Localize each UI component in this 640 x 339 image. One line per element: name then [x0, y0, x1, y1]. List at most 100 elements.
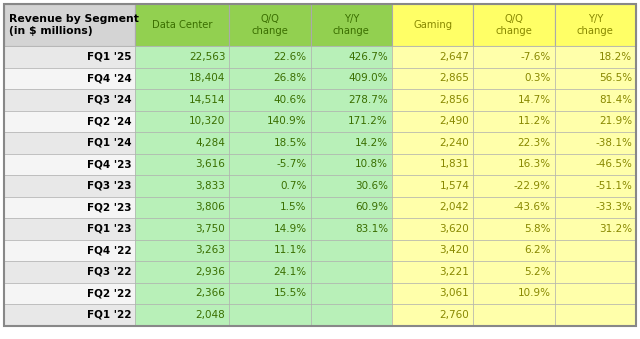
Bar: [392, 197, 474, 218]
Text: -46.5%: -46.5%: [595, 159, 632, 169]
Bar: [474, 175, 555, 197]
Text: 56.5%: 56.5%: [599, 73, 632, 83]
Bar: [310, 261, 392, 282]
Bar: [474, 4, 555, 46]
Bar: [229, 4, 310, 46]
Text: 3,263: 3,263: [195, 245, 225, 255]
Text: 2,366: 2,366: [195, 288, 225, 298]
Text: 5.8%: 5.8%: [524, 224, 550, 234]
Text: FQ1 '23: FQ1 '23: [87, 224, 131, 234]
Bar: [136, 132, 229, 154]
Text: 14.7%: 14.7%: [518, 95, 550, 105]
Text: 2,240: 2,240: [440, 138, 469, 148]
Bar: [474, 154, 555, 175]
Bar: [136, 197, 229, 218]
Text: 16.3%: 16.3%: [518, 159, 550, 169]
Text: FQ3 '22: FQ3 '22: [87, 267, 131, 277]
Bar: [229, 67, 310, 89]
Text: 5.2%: 5.2%: [524, 267, 550, 277]
Bar: [4, 111, 136, 132]
Bar: [310, 67, 392, 89]
Text: 81.4%: 81.4%: [599, 95, 632, 105]
Bar: [392, 67, 474, 89]
Text: 409.0%: 409.0%: [348, 73, 388, 83]
Text: Q/Q
change: Q/Q change: [252, 14, 289, 36]
Bar: [555, 132, 636, 154]
Text: -5.7%: -5.7%: [276, 159, 307, 169]
Bar: [136, 218, 229, 239]
Bar: [4, 175, 136, 197]
Text: 3,221: 3,221: [440, 267, 469, 277]
Text: 3,616: 3,616: [195, 159, 225, 169]
Bar: [4, 218, 136, 239]
Bar: [229, 261, 310, 282]
Text: 2,856: 2,856: [440, 95, 469, 105]
Bar: [136, 304, 229, 325]
Bar: [4, 4, 136, 46]
Bar: [229, 46, 310, 67]
Bar: [474, 218, 555, 239]
Bar: [392, 46, 474, 67]
Text: 40.6%: 40.6%: [274, 95, 307, 105]
Text: 2,936: 2,936: [195, 267, 225, 277]
Text: 22.3%: 22.3%: [518, 138, 550, 148]
Text: -22.9%: -22.9%: [514, 181, 550, 191]
Bar: [310, 46, 392, 67]
Bar: [310, 304, 392, 325]
Bar: [136, 89, 229, 111]
Bar: [310, 132, 392, 154]
Text: 14.2%: 14.2%: [355, 138, 388, 148]
Text: 3,061: 3,061: [440, 288, 469, 298]
Text: 30.6%: 30.6%: [355, 181, 388, 191]
Bar: [4, 154, 136, 175]
Bar: [392, 154, 474, 175]
Bar: [474, 67, 555, 89]
Bar: [310, 282, 392, 304]
Text: -7.6%: -7.6%: [520, 52, 550, 62]
Text: 18.2%: 18.2%: [599, 52, 632, 62]
Text: Revenue by Segment
(in $ millions): Revenue by Segment (in $ millions): [9, 14, 139, 36]
Text: -33.3%: -33.3%: [595, 202, 632, 212]
Bar: [474, 304, 555, 325]
Bar: [555, 46, 636, 67]
Text: Data Center: Data Center: [152, 20, 212, 30]
Bar: [392, 175, 474, 197]
Bar: [229, 111, 310, 132]
Bar: [136, 67, 229, 89]
Bar: [555, 154, 636, 175]
Bar: [136, 154, 229, 175]
Text: 278.7%: 278.7%: [348, 95, 388, 105]
Bar: [4, 46, 136, 67]
Bar: [229, 282, 310, 304]
Text: 3,806: 3,806: [195, 202, 225, 212]
Bar: [310, 154, 392, 175]
Bar: [4, 239, 136, 261]
Bar: [229, 89, 310, 111]
Bar: [474, 132, 555, 154]
Text: -43.6%: -43.6%: [514, 202, 550, 212]
Text: 31.2%: 31.2%: [599, 224, 632, 234]
Bar: [392, 89, 474, 111]
Bar: [136, 261, 229, 282]
Bar: [229, 175, 310, 197]
Text: 2,865: 2,865: [440, 73, 469, 83]
Bar: [136, 239, 229, 261]
Bar: [474, 111, 555, 132]
Bar: [392, 4, 474, 46]
Text: 0.7%: 0.7%: [280, 181, 307, 191]
Text: 22.6%: 22.6%: [273, 52, 307, 62]
Text: FQ1 '24: FQ1 '24: [87, 138, 131, 148]
Text: 14.9%: 14.9%: [273, 224, 307, 234]
Text: 1,831: 1,831: [440, 159, 469, 169]
Bar: [4, 67, 136, 89]
Bar: [474, 239, 555, 261]
Bar: [474, 46, 555, 67]
Text: 11.2%: 11.2%: [518, 116, 550, 126]
Bar: [136, 175, 229, 197]
Text: 426.7%: 426.7%: [348, 52, 388, 62]
Bar: [310, 4, 392, 46]
Text: 18.5%: 18.5%: [273, 138, 307, 148]
Bar: [555, 4, 636, 46]
Bar: [4, 132, 136, 154]
Bar: [310, 175, 392, 197]
